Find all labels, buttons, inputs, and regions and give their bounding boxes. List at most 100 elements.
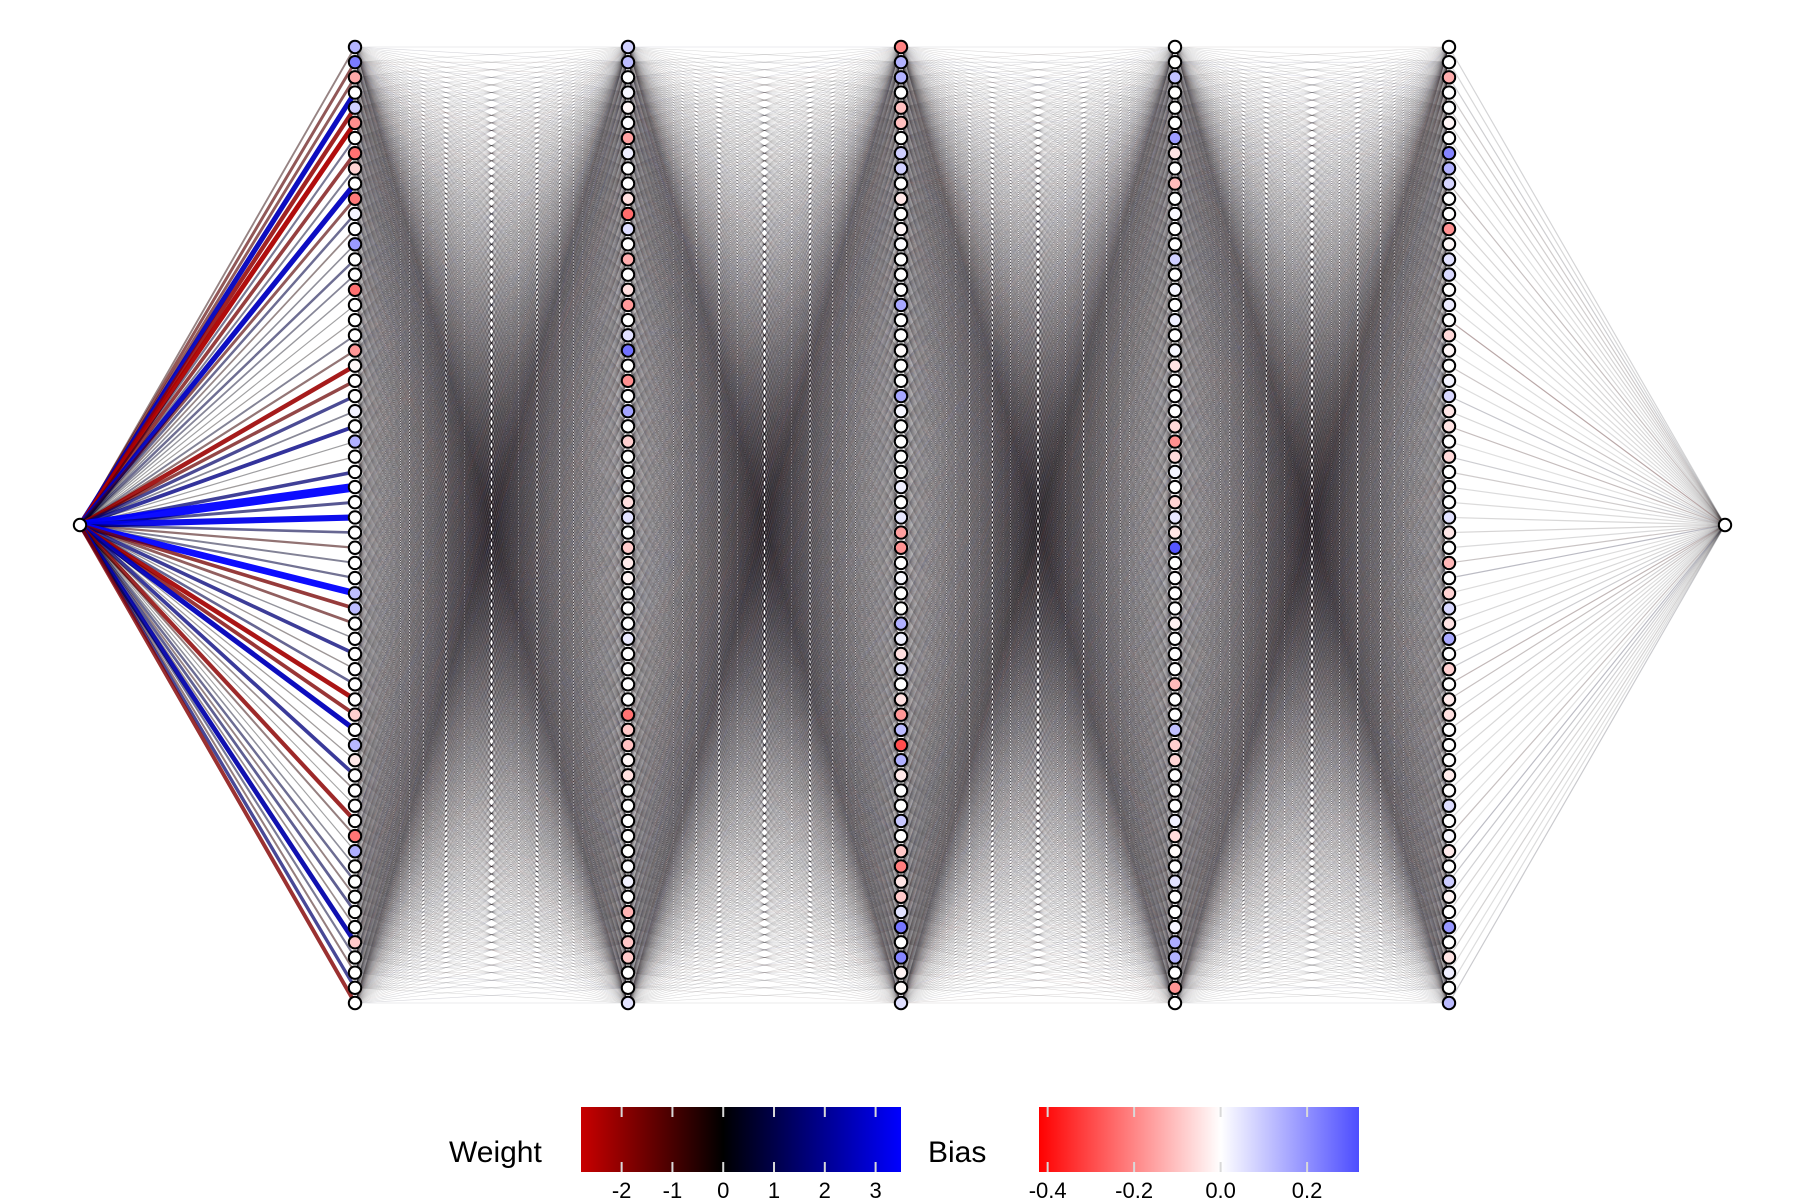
connection-edge: [354, 77, 629, 761]
connection-edge: [354, 92, 629, 988]
connection-edge: [78, 523, 357, 944]
connection-edge: [78, 152, 357, 527]
connection-edge: [354, 46, 629, 776]
connection-edge: [79, 521, 356, 597]
connection-edge: [354, 107, 629, 806]
connection-edge: [354, 107, 629, 958]
connection-edge: [79, 523, 356, 534]
connection-edge: [354, 62, 629, 715]
connection-edge: [354, 77, 629, 579]
connection-edge: [354, 92, 629, 108]
connection-edge: [354, 77, 629, 791]
connection-edge: [354, 61, 629, 124]
connection-edge: [354, 61, 629, 351]
connection-edge: [79, 523, 356, 549]
connection-edge: [354, 62, 629, 852]
connection-edge: [354, 92, 629, 260]
connection-edge: [354, 92, 629, 822]
connection-edge: [79, 524, 356, 746]
connection-edge: [354, 62, 629, 913]
connection-edge: [354, 46, 629, 457]
connection-edge: [354, 61, 629, 245]
connection-edge: [354, 107, 629, 230]
connection-edge: [354, 46, 629, 746]
connection-edge: [354, 77, 629, 321]
connection-edge: [354, 107, 629, 518]
connection-edge: [354, 107, 629, 291]
connection-edge: [354, 77, 629, 503]
connection-edge: [354, 46, 629, 351]
connection-edge: [354, 62, 629, 579]
connection-edge: [354, 77, 629, 776]
connection-edge: [354, 46, 629, 594]
connection-edge: [354, 46, 629, 700]
connection-edge: [79, 523, 356, 625]
connection-edge: [354, 77, 629, 700]
connection-edge: [354, 77, 629, 457]
connection-edge: [78, 524, 357, 913]
connection-edge: [354, 77, 629, 928]
connection-edge: [354, 77, 629, 382]
connection-edge: [354, 46, 629, 564]
connection-edge: [354, 107, 629, 685]
connection-edge: [354, 46, 629, 913]
connection-edge: [354, 46, 629, 639]
connection-edge: [354, 46, 629, 503]
connection-edge: [354, 77, 629, 488]
connection-edge: [354, 77, 629, 473]
connection-edge: [354, 46, 629, 579]
connection-edge: [354, 107, 629, 260]
connection-edge: [354, 77, 629, 412]
connection-edge: [354, 92, 629, 321]
connection-edge: [354, 46, 629, 63]
connection-edge: [77, 121, 358, 527]
connection-edge: [354, 62, 629, 624]
connection-edge: [354, 77, 629, 867]
connection-edge: [79, 523, 356, 656]
connection-edge: [354, 107, 629, 351]
connection-edge: [354, 77, 629, 215]
connection-edge: [354, 62, 629, 1004]
connection-edge: [354, 46, 629, 275]
connection-edge: [354, 92, 629, 609]
connection-edge: [354, 46, 629, 533]
connection-edge: [354, 107, 629, 154]
connection-edge: [354, 77, 629, 639]
connection-edge: [354, 62, 629, 639]
connection-edge: [354, 77, 629, 746]
connection-edge: [354, 77, 629, 594]
connection-edge: [354, 77, 629, 108]
connection-edge: [354, 92, 629, 230]
connection-edge: [354, 107, 629, 791]
connection-edge: [354, 62, 629, 821]
connection-edge: [354, 92, 629, 108]
connection-edge: [354, 46, 629, 897]
connection-edge: [354, 77, 629, 336]
connection-edge: [354, 92, 629, 457]
connection-edge: [354, 46, 629, 139]
connection-edge: [354, 107, 629, 215]
connection-edge: [354, 77, 629, 199]
connection-edge: [354, 46, 629, 397]
connection-edge: [354, 61, 629, 169]
connection-edge: [354, 92, 629, 897]
connection-edge: [354, 61, 629, 139]
connection-edge: [354, 92, 629, 700]
connection-edge: [79, 524, 356, 959]
connection-edge: [354, 46, 629, 93]
connection-edge: [354, 61, 629, 184]
connection-edge: [354, 46, 629, 230]
connection-edge: [79, 410, 356, 526]
connection-edge: [354, 92, 629, 215]
connection-edge: [354, 92, 629, 973]
connection-edge: [354, 46, 629, 382]
connection-edge: [79, 394, 356, 527]
connection-edge: [354, 62, 629, 473]
connection-edge: [354, 92, 629, 791]
connection-edge: [354, 77, 629, 154]
connection-edge: [354, 46, 629, 821]
connection-edge: [354, 62, 629, 488]
connection-edge: [354, 62, 629, 609]
connection-edge: [354, 46, 629, 806]
